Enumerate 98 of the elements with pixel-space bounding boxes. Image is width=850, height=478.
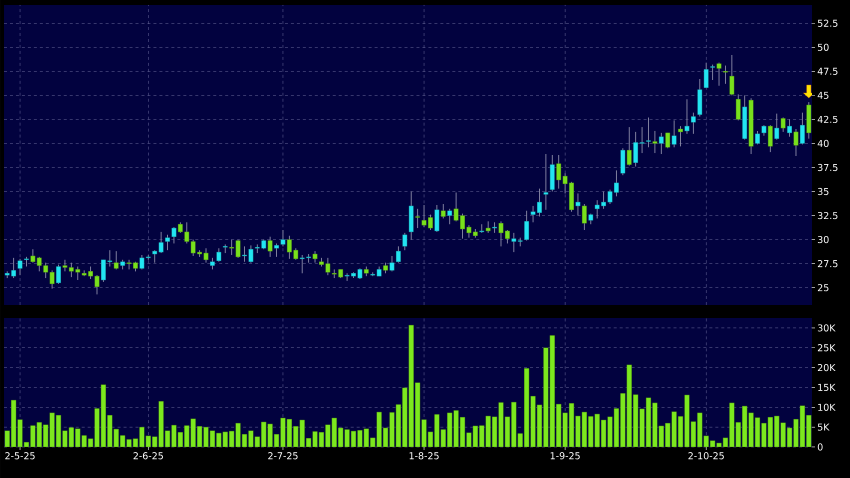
candlestick <box>723 65 728 84</box>
y-tick-label: 40 <box>818 140 829 148</box>
candlestick <box>626 126 632 166</box>
candlestick <box>312 250 318 264</box>
candlestick <box>172 226 176 244</box>
candlestick <box>402 232 408 251</box>
candlestick <box>736 94 741 121</box>
candlestick <box>280 230 286 247</box>
y-tick-label: 20K <box>818 364 836 372</box>
candlestick <box>762 124 766 136</box>
candlestick <box>716 62 722 86</box>
candlestick <box>704 62 709 88</box>
candlestick <box>588 213 594 225</box>
y-tick-label: 15K <box>818 384 836 391</box>
bar <box>626 364 632 447</box>
y-tick-label: 52.5 <box>818 20 838 27</box>
y-tick-label: 25K <box>818 344 836 352</box>
bar <box>479 425 484 447</box>
candlestick <box>800 112 805 145</box>
candlestick <box>486 220 491 234</box>
candlestick <box>56 264 61 284</box>
candlestick <box>440 204 446 219</box>
candlestick <box>447 208 452 225</box>
bar <box>774 416 780 447</box>
candlestick <box>492 222 497 234</box>
candlestick <box>24 256 29 267</box>
candlestick <box>120 259 126 270</box>
candlestick <box>690 112 696 134</box>
candlestick <box>210 257 215 270</box>
bar <box>184 425 190 447</box>
candlestick <box>390 255 394 272</box>
candlestick <box>774 113 780 140</box>
x-tick-label: 1-9-25 <box>550 452 580 460</box>
candlestick <box>18 258 22 276</box>
bar <box>408 324 414 447</box>
bar <box>293 426 298 447</box>
candlestick <box>165 234 170 251</box>
candlestick <box>710 64 715 80</box>
bar <box>736 422 741 447</box>
candlestick <box>665 132 670 149</box>
bar <box>550 335 555 447</box>
candlestick <box>672 120 677 148</box>
y-tick-label: 47.5 <box>818 68 838 75</box>
x-tick-label: 2-6-25 <box>134 452 163 460</box>
bar <box>665 422 670 447</box>
x-tick-label: 2-7-25 <box>268 452 298 460</box>
y-tick-label: 35 <box>818 188 828 196</box>
candlestick <box>216 248 222 262</box>
y-tick-label: 42.5 <box>818 116 838 123</box>
x-tick-label: 2-10-25 <box>688 452 724 460</box>
bar <box>75 428 80 447</box>
candlestick <box>729 54 734 96</box>
candlestick <box>544 154 548 210</box>
bar <box>332 418 337 447</box>
candlestick <box>646 117 651 148</box>
x-tick-label: 1-8-25 <box>410 452 439 460</box>
y-tick-label: 27.5 <box>818 260 838 268</box>
candlestick <box>576 192 580 216</box>
candlestick <box>678 126 683 147</box>
y-tick-label: 30 <box>818 236 829 244</box>
bar <box>261 422 266 447</box>
candlestick <box>524 210 530 242</box>
y-tick-label: 50 <box>818 44 829 51</box>
candlestick <box>364 266 369 277</box>
y-tick-label: 45 <box>818 92 828 99</box>
candlestick <box>582 204 587 230</box>
candlestick <box>396 246 401 264</box>
y-tick-label: 25 <box>818 284 828 292</box>
y-tick-label: 37.5 <box>818 164 838 172</box>
candlestick <box>787 118 792 138</box>
x-tick-label: 2-5-25 <box>5 452 35 460</box>
candlestick <box>114 250 119 270</box>
y-tick-label: 10K <box>818 404 836 411</box>
bar <box>222 432 228 447</box>
candlestick <box>780 117 786 132</box>
candlestick <box>658 132 664 154</box>
candlestick <box>755 130 760 145</box>
bar <box>146 436 151 447</box>
candlestick <box>794 128 798 156</box>
bar <box>556 404 562 447</box>
candlestick <box>684 98 690 134</box>
bar <box>4 430 10 447</box>
bar <box>114 428 119 447</box>
candlestick <box>415 208 420 229</box>
candlestick <box>620 148 626 176</box>
y-tick-label: 32.5 <box>818 212 838 220</box>
bar <box>697 412 702 447</box>
candlestick <box>768 124 773 153</box>
bar <box>36 422 42 447</box>
candlestick <box>268 236 273 258</box>
bar <box>588 416 594 447</box>
candlestick <box>274 242 279 258</box>
candlestick <box>383 262 388 274</box>
y-tick-label: 0 <box>818 443 823 451</box>
candlestick <box>652 130 658 154</box>
candlestick <box>434 204 440 232</box>
y-tick-label: 5K <box>818 424 830 431</box>
y-tick-label: 30K <box>818 324 836 332</box>
